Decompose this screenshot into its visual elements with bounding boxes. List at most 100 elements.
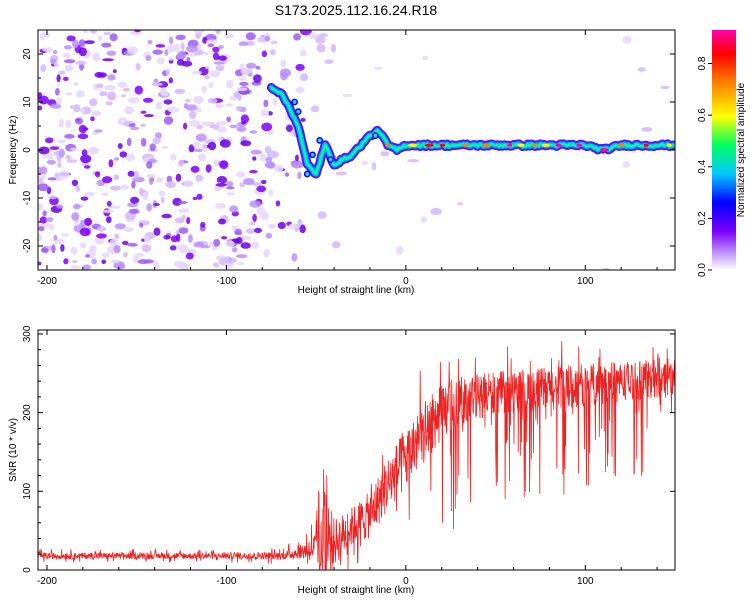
spectrogram-peak (294, 108, 302, 115)
spectrogram-noise-blob (166, 44, 177, 53)
spectrogram-noise-blob (225, 181, 234, 187)
spectrogram-noise-blob (195, 174, 204, 182)
snr-xlabel: Height of straight line (km) (298, 585, 415, 596)
spectrogram-ytick-label: 0 (22, 147, 33, 153)
spectrogram-noise-blob (185, 98, 191, 103)
spectrogram-noise-blob (457, 202, 463, 206)
spectrogram-noise-blob (113, 244, 121, 254)
spectrogram-noise-blob (55, 88, 60, 96)
spectrogram-noise-blob (110, 185, 121, 191)
spectrogram-noise-blob (188, 144, 195, 153)
spectrogram-noise-blob (73, 203, 81, 210)
spectrogram-noise-blob (324, 59, 334, 64)
spectrogram-noise-blob (126, 137, 132, 147)
snr-xtick-label: -100 (216, 576, 236, 587)
spectrogram-noise-blob (260, 109, 270, 117)
spectrogram-noise-blob (280, 59, 286, 68)
spectrogram-noise-blob (64, 134, 75, 139)
spectrogram-noise-blob (143, 97, 153, 103)
spectrogram-noise-blob (80, 196, 89, 201)
colorbar-tick-label: 0.2 (697, 211, 708, 225)
spectrogram-ytick-label: -20 (22, 238, 33, 253)
spectrogram-noise-blob (295, 86, 305, 94)
spectrogram-noise-blob (208, 70, 221, 78)
snr-ytick-label: 100 (22, 483, 33, 500)
spectrogram-noise-blob (141, 244, 152, 253)
spectrogram-peak (408, 143, 418, 147)
spectrogram-noise-blob (89, 30, 98, 34)
spectrogram-noise-blob (332, 241, 341, 249)
spectrogram-noise-blob (186, 217, 191, 225)
spectrogram-noise-blob (206, 39, 218, 44)
spectrogram-noise-blob (75, 90, 85, 98)
spectrogram-noise-blob (263, 248, 271, 258)
spectrogram-noise-blob (91, 258, 97, 265)
spectrogram-noise-blob (213, 61, 224, 65)
spectrogram-noise-blob (207, 98, 218, 104)
spectrogram-noise-blob (240, 242, 251, 249)
spectrogram-noise-blob (209, 241, 214, 247)
spectrogram-noise-blob (81, 106, 92, 115)
spectrogram-noise-blob (62, 53, 71, 58)
spectrogram-noise-blob (194, 49, 204, 56)
spectrogram-noise-blob (107, 74, 116, 81)
spectrogram-noise-blob (58, 170, 70, 179)
spectrogram-noise-blob (83, 30, 88, 34)
spectrogram-noise-blob (299, 49, 307, 57)
spectrogram-noise-blob (204, 75, 210, 80)
spectrogram-noise-blob (77, 133, 89, 140)
spectrogram-noise-blob (193, 30, 205, 35)
spectrogram-noise-blob (234, 231, 243, 236)
spectrogram-noise-blob (249, 170, 258, 174)
spectrogram-noise-blob (195, 133, 207, 142)
spectrogram-noise-blob (104, 84, 116, 91)
spectrogram-peak (327, 156, 334, 163)
spectrogram-noise-blob (160, 197, 165, 203)
spectrogram-noise-blob (219, 160, 229, 170)
spectrogram-noise-blob (155, 101, 163, 110)
colorbar-tick-label: 0.0 (697, 263, 708, 277)
spectrogram-noise-blob (155, 44, 166, 48)
spectrogram-noise-blob (101, 252, 111, 257)
colorbar: 0.0 0.2 0.4 0.6 0.8 Normalized spectral ampl… (697, 30, 747, 277)
spectrogram-noise-blob (140, 110, 147, 114)
spectrogram-noise-blob (38, 105, 43, 111)
spectrogram-noise-blob (63, 59, 76, 64)
spectrogram-noise-blob (164, 49, 169, 56)
spectrogram-noise-blob (196, 193, 203, 200)
spectrogram-noise-blob (236, 87, 248, 92)
spectrogram-noise-blob (295, 63, 305, 71)
spectrogram-noise-blob (637, 67, 646, 72)
spectrogram-noise-blob (174, 88, 186, 95)
spectrogram-noise-blob (200, 221, 206, 228)
spectrogram-noise-blob (85, 254, 90, 258)
spectrogram-marks (38, 30, 675, 270)
spectrogram-noise-blob (217, 126, 227, 133)
spectrogram-noise-blob (153, 203, 160, 206)
spectrogram-noise-blob (57, 161, 62, 169)
spectrogram-noise-blob (256, 185, 267, 193)
spectrogram-noise-blob (163, 99, 173, 105)
spectrogram-noise-blob (123, 251, 128, 258)
spectrogram-noise-blob (113, 174, 119, 181)
spectrogram-noise-blob (250, 241, 259, 249)
spectrogram-noise-blob (159, 190, 165, 197)
spectrogram-noise-blob (127, 170, 135, 177)
spectrogram-noise-blob (78, 39, 86, 47)
spectrogram-noise-blob (660, 85, 670, 90)
spectrogram-noise-blob (38, 178, 43, 185)
spectrogram-noise-blob (92, 52, 101, 62)
spectrogram-noise-blob (153, 260, 160, 269)
spectrogram-noise-blob (75, 117, 83, 125)
snr-panel: -200 -100 0 100 0 100 200 300 Height of straigh… (8, 325, 676, 596)
spectrogram-noise-blob (224, 33, 234, 39)
spectrogram-noise-blob (395, 245, 404, 255)
spectrogram-noise-blob (272, 98, 278, 106)
spectrogram-xtick-label: 0 (403, 276, 409, 287)
spectrogram-noise-blob (192, 141, 201, 148)
spectrogram-noise-blob (143, 114, 154, 118)
snr-xtick-label: 0 (403, 576, 409, 587)
spectrogram-noise-blob (147, 39, 153, 45)
snr-frame (37, 329, 676, 571)
spectrogram-noise-blob (194, 148, 203, 153)
